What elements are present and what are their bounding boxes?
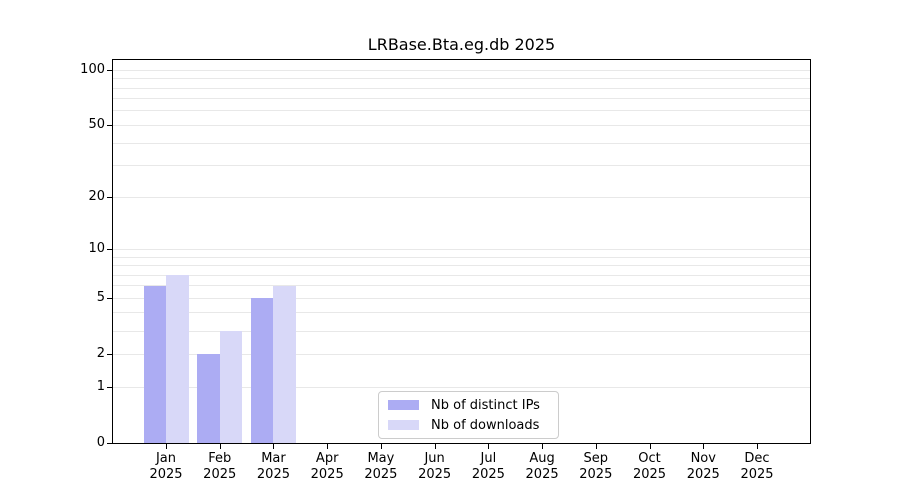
x-tick-label: Feb 2025 — [203, 451, 237, 482]
legend: Nb of distinct IPs Nb of downloads — [378, 391, 559, 439]
x-tick-label: Jan 2025 — [149, 451, 183, 482]
bar-mar-downloads — [273, 285, 296, 443]
y-tick-label: 5 — [96, 290, 105, 306]
x-tick-label: Dec 2025 — [740, 451, 774, 482]
bar-feb-distinct-ips — [197, 354, 220, 443]
y-tick-label: 20 — [88, 189, 105, 205]
y-tick — [107, 197, 112, 199]
x-tick — [219, 444, 221, 449]
gridline — [113, 386, 810, 388]
legend-label-downloads: Nb of downloads — [431, 417, 540, 433]
gridline — [113, 353, 810, 355]
y-tick-label: 10 — [88, 241, 105, 257]
gridline — [113, 248, 810, 250]
y-tick — [107, 387, 112, 388]
x-tick — [166, 444, 167, 449]
gridline — [113, 165, 810, 167]
gridline — [113, 265, 810, 266]
y-tick-label: 100 — [80, 62, 105, 78]
x-tick — [380, 444, 382, 449]
gridline — [113, 98, 810, 100]
gridline — [113, 87, 810, 89]
gridline — [113, 330, 810, 332]
y-tick-label: 2 — [96, 346, 105, 362]
y-tick-label: 50 — [88, 117, 105, 133]
bar-jan-distinct-ips — [143, 285, 166, 443]
legend-label-distinct-ips: Nb of distinct IPs — [431, 397, 540, 413]
y-tick-label: 0 — [96, 435, 105, 450]
legend-swatch-downloads — [388, 420, 419, 430]
x-tick-label: Jun 2025 — [418, 451, 452, 482]
gridline — [113, 69, 810, 71]
legend-entry-distinct-ips: Nb of distinct IPs — [388, 395, 548, 415]
chart-title: LRBase.Bta.eg.db 2025 — [367, 35, 556, 54]
gridline — [113, 297, 810, 299]
x-tick-label: Apr 2025 — [310, 451, 344, 482]
gridline — [113, 274, 810, 276]
x-tick-label: Aug 2025 — [525, 451, 559, 482]
x-tick — [542, 444, 544, 449]
x-tick — [488, 444, 490, 449]
y-tick — [107, 125, 112, 127]
bar-mar-distinct-ips — [250, 298, 274, 443]
x-tick-label: Mar 2025 — [256, 451, 290, 482]
x-tick-label: Oct 2025 — [632, 451, 667, 482]
gridline — [113, 312, 810, 314]
x-tick-label: Sep 2025 — [579, 451, 613, 482]
gridline — [113, 285, 810, 287]
plot-area — [112, 59, 811, 444]
x-tick-label: Jul 2025 — [471, 451, 505, 482]
legend-swatch-distinct-ips — [388, 400, 419, 410]
legend-entry-downloads: Nb of downloads — [388, 415, 548, 435]
gridline — [113, 142, 810, 144]
bar-jan-downloads — [166, 275, 189, 443]
x-tick-label: May 2025 — [364, 451, 398, 482]
gridline — [113, 110, 810, 112]
y-tick — [107, 443, 112, 444]
y-tick — [107, 70, 112, 72]
x-tick — [756, 444, 758, 449]
x-tick — [703, 444, 705, 449]
y-tick — [107, 249, 112, 251]
x-tick — [649, 444, 651, 449]
x-tick-label: Nov 2025 — [686, 451, 720, 482]
gridline — [113, 196, 810, 198]
x-tick — [327, 444, 329, 449]
y-tick — [107, 354, 112, 356]
gridline — [113, 78, 810, 80]
y-tick — [107, 298, 112, 300]
x-tick — [434, 444, 436, 449]
y-tick-label: 1 — [96, 379, 105, 394]
bar-feb-downloads — [219, 331, 243, 443]
x-tick — [595, 444, 597, 449]
gridline — [113, 256, 810, 258]
gridline — [113, 124, 810, 126]
x-tick — [273, 444, 275, 449]
